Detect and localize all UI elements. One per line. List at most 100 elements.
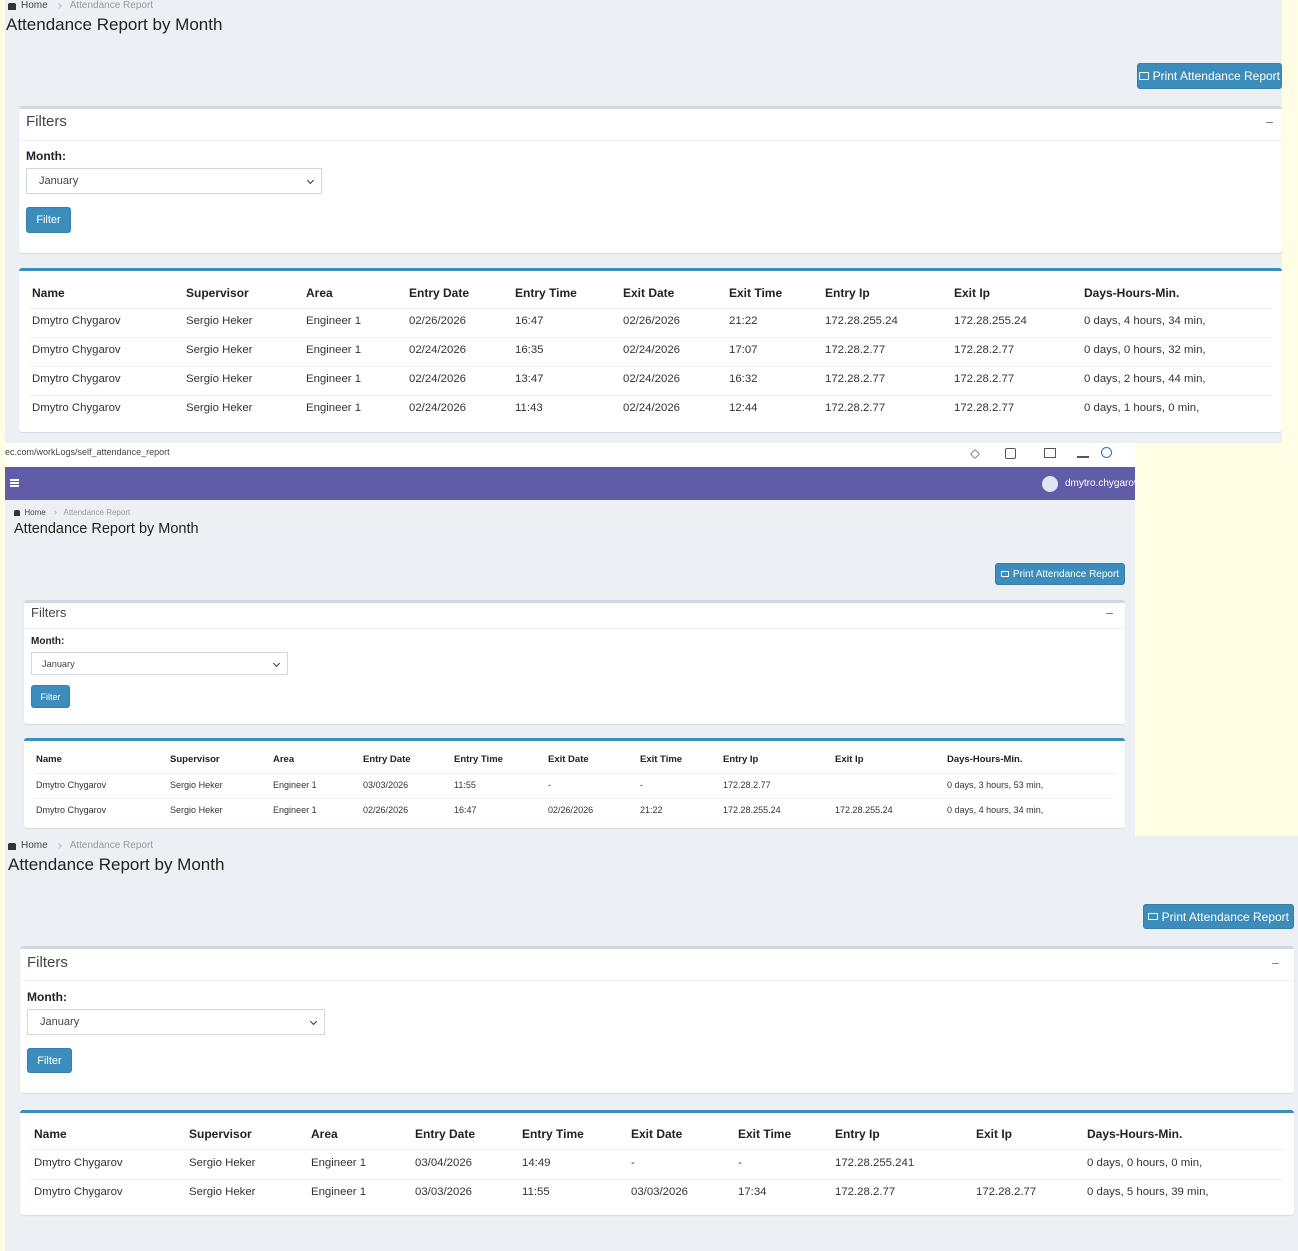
user-name[interactable]: dmytro.chygarov <box>1065 478 1139 489</box>
breadcrumb-current: Attendance Report <box>69 840 154 851</box>
table-cell: 172.28.2.77 <box>976 1186 1037 1199</box>
table-cell: 02/24/2026 <box>623 373 681 386</box>
table-header: Days-Hours-Min. <box>1084 285 1180 300</box>
table-cell: 02/24/2026 <box>623 402 681 415</box>
filters-title: Filters <box>27 954 68 971</box>
filter-button-label: Filter <box>40 691 61 702</box>
avatar[interactable] <box>1042 476 1058 492</box>
table-header: Area <box>311 1126 338 1141</box>
select-chevron <box>272 659 281 667</box>
table-cell: Engineer 1 <box>311 1186 367 1199</box>
row-divider <box>30 1149 1284 1150</box>
print-button[interactable]: Print Attendance Report <box>995 563 1125 585</box>
table-header: Entry Ip <box>825 285 870 300</box>
table-cell: 02/24/2026 <box>409 344 467 357</box>
table-cell: - <box>548 779 552 790</box>
table-cell: Sergio Heker <box>170 779 223 790</box>
breadcrumb-current: Attendance Report <box>63 508 131 518</box>
breadcrumb-home[interactable]: Home <box>21 840 48 851</box>
table-header: Entry Date <box>409 285 470 300</box>
table-cell: 172.28.2.77 <box>954 402 1015 415</box>
table-cell: 0 days, 4 hours, 34 min, <box>947 804 1044 815</box>
home-icon <box>14 510 21 516</box>
month-label: Month: <box>31 636 65 647</box>
tab-icon[interactable] <box>1044 448 1056 458</box>
table-cell: Dmytro Chygarov <box>36 804 107 815</box>
table-header: Exit Time <box>640 754 683 766</box>
table-cell: 0 days, 3 hours, 53 min, <box>947 779 1044 790</box>
month-label: Month: <box>27 989 67 1004</box>
table-cell: 21:22 <box>729 315 758 328</box>
table-cell: 0 days, 5 hours, 39 min, <box>1087 1186 1209 1199</box>
table-header: Exit Ip <box>835 754 864 766</box>
print-button[interactable]: Print Attendance Report <box>1143 904 1294 929</box>
table-header: Supervisor <box>186 285 249 300</box>
table-box <box>24 738 1125 828</box>
filter-button[interactable]: Filter <box>26 207 71 233</box>
filter-button[interactable]: Filter <box>31 685 70 708</box>
table-header: Entry Ip <box>835 1126 880 1141</box>
box-divider <box>24 628 1125 629</box>
table-header: Entry Time <box>515 285 577 300</box>
table-header: Exit Ip <box>976 1126 1013 1141</box>
print-button[interactable]: Print Attendance Report <box>1137 63 1282 89</box>
printer-icon <box>1138 72 1149 80</box>
row-divider <box>34 772 1115 774</box>
page-title: Attendance Report by Month <box>6 14 223 34</box>
table-cell: Dmytro Chygarov <box>34 1157 123 1170</box>
table-cell: Sergio Heker <box>186 344 253 357</box>
table-cell: 14:49 <box>522 1157 551 1170</box>
table-header: Exit Date <box>631 1126 683 1141</box>
extension-icon[interactable] <box>1005 448 1016 459</box>
table-header: Entry Time <box>454 754 503 766</box>
table-cell: 11:55 <box>522 1186 550 1199</box>
breadcrumb-separator <box>52 510 58 516</box>
table-header: Entry Date <box>415 1126 476 1141</box>
breadcrumb-separator <box>55 843 62 849</box>
table-cell: - <box>738 1157 742 1170</box>
breadcrumb-home[interactable]: Home <box>24 508 46 518</box>
bookmark-icon[interactable] <box>970 449 980 459</box>
profile-icon[interactable] <box>1101 447 1112 458</box>
table-cell: 13:47 <box>515 373 544 386</box>
table-cell: 0 days, 2 hours, 44 min, <box>1084 373 1206 386</box>
table-cell: Sergio Heker <box>186 402 253 415</box>
month-select[interactable]: January <box>31 652 288 675</box>
filter-button[interactable]: Filter <box>27 1048 72 1073</box>
filter-button-label: Filter <box>36 214 61 226</box>
table-header: Entry Date <box>363 754 411 766</box>
table-cell: 02/24/2026 <box>409 373 467 386</box>
month-value: January <box>39 175 79 188</box>
month-select[interactable]: January <box>26 168 322 194</box>
collapse-button[interactable] <box>1106 613 1113 614</box>
table-box <box>20 1110 1294 1215</box>
table-cell: 172.28.255.241 <box>835 1157 915 1170</box>
breadcrumb-home[interactable]: Home <box>21 0 48 11</box>
table-header: Entry Ip <box>723 754 759 766</box>
month-value: January <box>40 1016 80 1029</box>
page-title: Attendance Report by Month <box>14 521 199 538</box>
table-cell: 17:34 <box>738 1186 767 1199</box>
table-cell: Engineer 1 <box>273 779 317 790</box>
table-cell: 0 days, 4 hours, 34 min, <box>1084 315 1206 328</box>
table-cell: 03/03/2026 <box>363 779 409 790</box>
table-cell: 16:35 <box>515 344 544 357</box>
table-cell: Sergio Heker <box>189 1157 256 1170</box>
home-icon <box>8 842 16 850</box>
printer-icon <box>1000 571 1009 577</box>
table-cell: Engineer 1 <box>306 373 362 386</box>
table-cell: 172.28.255.24 <box>825 315 898 328</box>
filter-button-label: Filter <box>37 1054 62 1067</box>
table-cell: 172.28.2.77 <box>954 344 1015 357</box>
table-header: Supervisor <box>170 754 220 766</box>
table-cell: Dmytro Chygarov <box>34 1186 123 1199</box>
table-cell: Dmytro Chygarov <box>32 315 121 328</box>
download-icon[interactable] <box>1077 456 1089 458</box>
table-cell: Engineer 1 <box>306 315 362 328</box>
collapse-button[interactable] <box>1272 963 1279 964</box>
month-select[interactable]: January <box>27 1009 325 1035</box>
menu-toggle[interactable] <box>10 479 19 487</box>
filters-title: Filters <box>26 113 67 130</box>
collapse-button[interactable] <box>1266 122 1273 123</box>
